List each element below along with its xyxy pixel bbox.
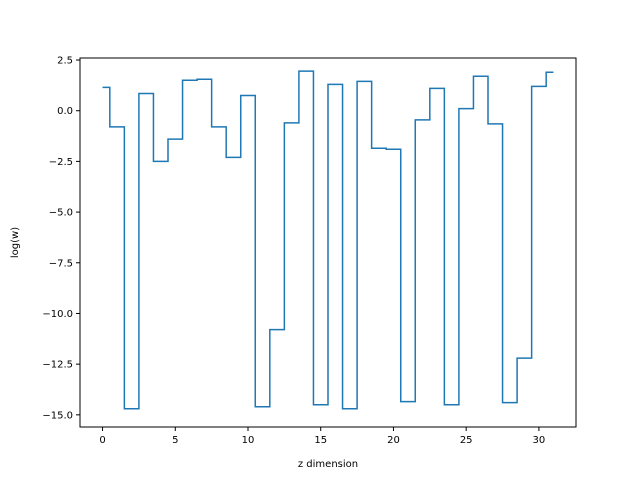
y-tick-label: 0.0 — [57, 106, 73, 117]
y-tick-label: −2.5 — [49, 157, 73, 168]
y-ticks: 2.5 0.0 −2.5 −5.0 −7.5 −10.0 −12.5 −15.0 — [42, 56, 80, 421]
x-tick-label: 25 — [460, 435, 473, 446]
y-tick-label: −10.0 — [42, 309, 73, 320]
x-tick-label: 10 — [242, 435, 255, 446]
plot-frame — [79, 57, 577, 428]
x-tick-label: 15 — [314, 435, 327, 446]
x-tick-label: 20 — [387, 435, 400, 446]
x-tick-label: 0 — [99, 435, 105, 446]
y-axis-label: log(w) — [10, 227, 21, 258]
y-tick-label: −15.0 — [42, 410, 73, 421]
x-ticks: 0 5 10 15 20 25 30 — [99, 427, 545, 446]
x-tick-label: 30 — [533, 435, 546, 446]
series-layer — [102, 70, 554, 410]
x-tick-label: 5 — [172, 435, 178, 446]
series-line — [102, 70, 554, 410]
y-tick-label: −5.0 — [49, 208, 73, 219]
y-tick-label: −7.5 — [49, 258, 73, 269]
x-axis-label: z dimension — [298, 459, 358, 470]
y-tick-label: 2.5 — [57, 56, 73, 67]
y-tick-label: −12.5 — [42, 360, 73, 371]
